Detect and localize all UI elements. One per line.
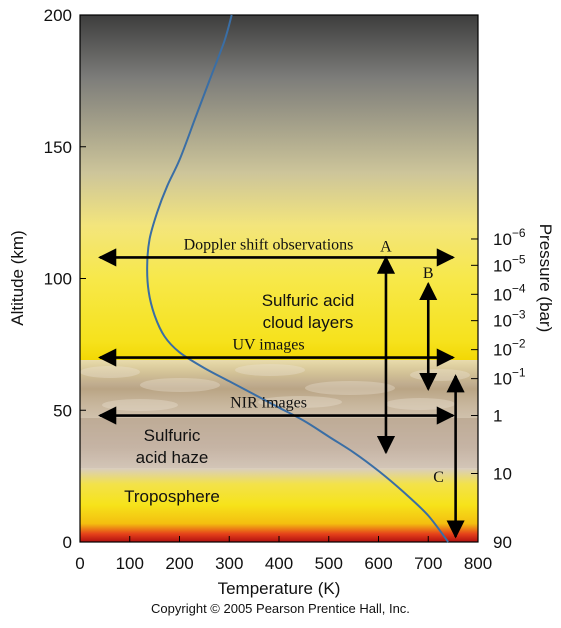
x-tick-label: 400 (265, 554, 293, 573)
y-tick-label: 200 (44, 6, 72, 25)
region-label-troposphere: Troposphere (124, 487, 220, 506)
pressure-tick-label: 10−4 (493, 281, 526, 304)
region-label-cloud-layers: cloud layers (263, 313, 354, 332)
pressure-axis-title: Pressure (bar) (536, 224, 555, 333)
pressure-axis-ticks: 90 10 1 10−1 10−2 10−3 10−4 10−5 10−6 (471, 226, 526, 552)
atmosphere-background (80, 15, 478, 542)
pressure-tick-label: 10−3 (493, 308, 526, 331)
observation-label: Doppler shift observations (184, 236, 354, 253)
x-tick-label: 0 (75, 554, 84, 573)
x-tick-label: 300 (215, 554, 243, 573)
x-tick-label: 700 (414, 554, 442, 573)
pressure-tick-label: 10−6 (493, 226, 526, 249)
x-tick-label: 200 (165, 554, 193, 573)
y-tick-label: 50 (53, 401, 72, 420)
temperature-profile-line (146, 14, 449, 543)
observation-arrows: Doppler shift observations UV images NIR i… (98, 236, 465, 539)
y-tick-label: 100 (44, 270, 72, 289)
pressure-tick-label: 10−1 (493, 366, 526, 389)
observation-label: NIR images (230, 395, 307, 412)
x-axis-ticks: 0 100 200 300 400 500 600 700 800 (75, 536, 492, 573)
profile-label: B (423, 265, 434, 282)
x-tick-label: 500 (315, 554, 343, 573)
region-label-sulfuric: Sulfuric (144, 426, 201, 445)
y-tick-label: 150 (44, 138, 72, 157)
region-label-sulfuric-acid: Sulfuric acid (262, 291, 355, 310)
y-axis-title: Altitude (km) (8, 230, 27, 325)
pressure-tick-label: 1 (493, 407, 502, 426)
observation-label: UV images (232, 337, 304, 354)
x-tick-label: 600 (364, 554, 392, 573)
pressure-tick-label: 10−5 (493, 252, 526, 275)
x-tick-label: 800 (464, 554, 492, 573)
region-label-acid-haze: acid haze (136, 448, 209, 467)
copyright-notice: Copyright © 2005 Pearson Prentice Hall, … (151, 601, 410, 616)
pressure-tick-label: 90 (493, 533, 512, 552)
pressure-tick-label: 10−2 (493, 337, 526, 360)
x-axis-title: Temperature (K) (218, 579, 341, 598)
profile-label: C (433, 469, 444, 486)
profile-label: A (380, 238, 392, 255)
y-tick-label: 0 (63, 533, 72, 552)
x-tick-label: 100 (116, 554, 144, 573)
haze-band (80, 418, 478, 468)
pressure-tick-label: 10 (493, 464, 512, 483)
y-axis-ticks: 0 50 100 150 200 (44, 6, 86, 552)
